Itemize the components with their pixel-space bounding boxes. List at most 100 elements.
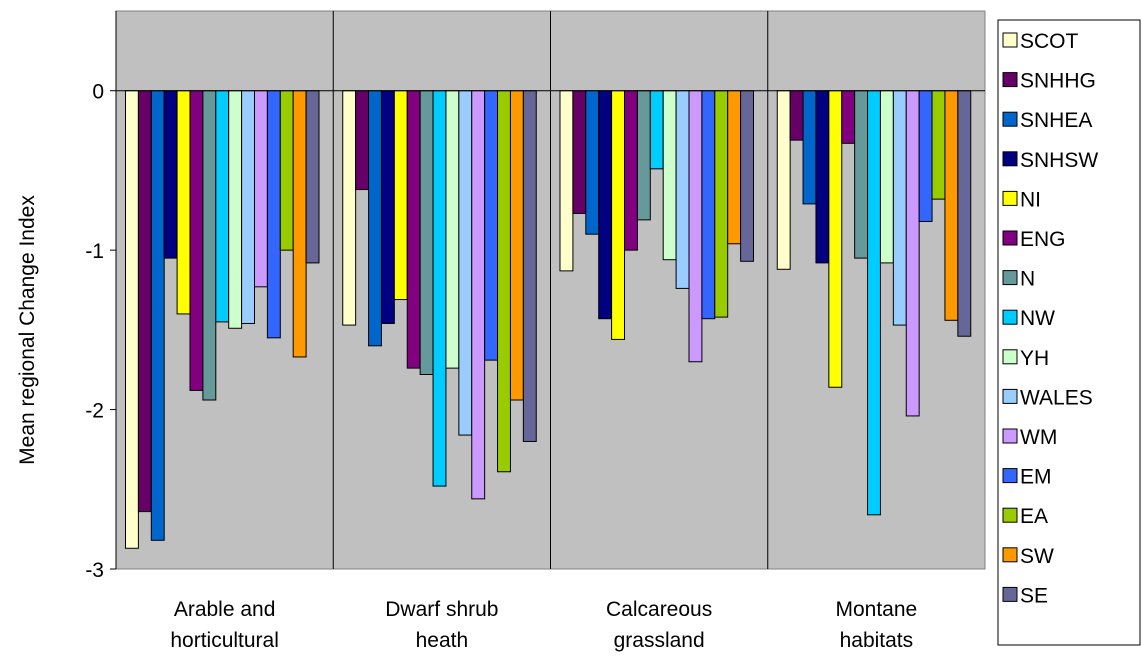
legend-label: SNHHG	[1020, 70, 1096, 93]
bar	[701, 90, 716, 320]
bar	[432, 90, 447, 487]
bar	[509, 90, 524, 401]
bar	[228, 90, 243, 329]
y-tick-label: -1	[85, 240, 104, 263]
bar	[776, 90, 791, 270]
legend-label: SCOT	[1020, 30, 1079, 53]
legend-swatch	[1002, 349, 1018, 365]
bar	[585, 90, 600, 235]
legend-swatch	[1002, 507, 1018, 523]
legend-swatch	[1002, 468, 1018, 484]
bar	[931, 90, 946, 200]
legend-label: SW	[1020, 545, 1054, 568]
bar	[189, 90, 204, 391]
bar	[471, 90, 486, 500]
bar	[202, 90, 217, 401]
bar	[559, 90, 574, 272]
legend-label: NW	[1020, 307, 1055, 330]
bar	[241, 90, 256, 324]
legend-swatch	[1002, 270, 1018, 286]
legend-label: WM	[1020, 426, 1057, 449]
plot-area	[115, 10, 986, 570]
bar	[802, 90, 817, 205]
legend-label: YH	[1020, 347, 1049, 370]
bar	[789, 90, 804, 141]
bar	[445, 90, 460, 369]
x-tick-label: horticultural	[170, 629, 279, 652]
bar	[636, 90, 651, 221]
legend-label: EA	[1020, 505, 1048, 528]
bar	[688, 90, 703, 363]
legend-label: EM	[1020, 466, 1052, 489]
bar	[484, 90, 499, 361]
bar	[368, 90, 382, 347]
bar	[649, 90, 664, 170]
bar	[662, 90, 677, 261]
legend-swatch	[1002, 547, 1018, 563]
y-axis: 0 -1 -2 -3	[85, 11, 117, 582]
bar	[598, 90, 613, 320]
y-tick-label: -3	[85, 559, 104, 582]
legend-label: WALES	[1020, 386, 1093, 409]
legend-swatch	[1002, 151, 1018, 167]
legend: SCOT SNHHG SNHEA SNHSW NI ENG N NW YH WALES WM EM EA…	[997, 19, 1141, 646]
bar	[406, 90, 421, 369]
bar	[815, 90, 830, 264]
legend-swatch	[1002, 230, 1018, 246]
legend-swatch	[1002, 111, 1018, 127]
bar	[740, 90, 754, 262]
bar	[137, 90, 152, 513]
bar	[892, 90, 907, 326]
bar	[342, 90, 357, 326]
bar	[419, 90, 434, 375]
y-axis-title: Mean regional Change Index	[16, 195, 39, 465]
x-axis-labels: Arable and horticultural Dwarf shrub heath C…	[170, 598, 917, 652]
bar	[611, 90, 625, 340]
bar	[944, 90, 959, 321]
bar	[355, 90, 370, 191]
bar	[714, 90, 729, 318]
x-tick-label: Dwarf shrub	[385, 598, 498, 621]
x-tick-label: habitats	[840, 629, 914, 652]
bar	[215, 90, 230, 323]
bar	[727, 90, 742, 245]
x-tick-label: Arable and	[174, 598, 276, 621]
y-tick-label: 0	[92, 81, 104, 104]
legend-swatch	[1002, 428, 1018, 444]
bar	[624, 90, 638, 251]
legend-swatch	[1002, 388, 1018, 404]
bar	[905, 90, 920, 417]
legend-swatch	[1002, 72, 1018, 88]
legend-label: N	[1020, 268, 1035, 291]
x-tick-label: Montane	[836, 598, 918, 621]
bar	[497, 90, 511, 473]
legend-label: SNHSW	[1020, 149, 1098, 172]
bar	[266, 90, 281, 339]
legend-label: SNHEA	[1020, 109, 1092, 132]
bar	[675, 90, 690, 289]
bar	[879, 90, 894, 264]
y-tick-label: -2	[85, 400, 104, 423]
bar	[458, 90, 473, 436]
bar	[279, 90, 294, 251]
legend-swatch	[1002, 190, 1018, 206]
bar	[572, 90, 587, 214]
bar	[393, 90, 408, 301]
legend-label: ENG	[1020, 228, 1066, 251]
x-tick-label: Calcareous	[606, 598, 712, 621]
legend-swatch	[1002, 586, 1018, 602]
bar	[854, 90, 869, 259]
bar	[163, 90, 178, 259]
bar	[150, 90, 165, 541]
x-tick-label: grassland	[614, 629, 705, 652]
bar	[292, 90, 307, 358]
bar	[841, 90, 856, 144]
bar	[305, 90, 320, 264]
legend-swatch	[1002, 309, 1018, 325]
x-tick-label: heath	[416, 629, 469, 652]
bar	[957, 90, 972, 337]
bar	[828, 90, 843, 388]
bar	[176, 90, 191, 315]
bar	[380, 90, 395, 324]
